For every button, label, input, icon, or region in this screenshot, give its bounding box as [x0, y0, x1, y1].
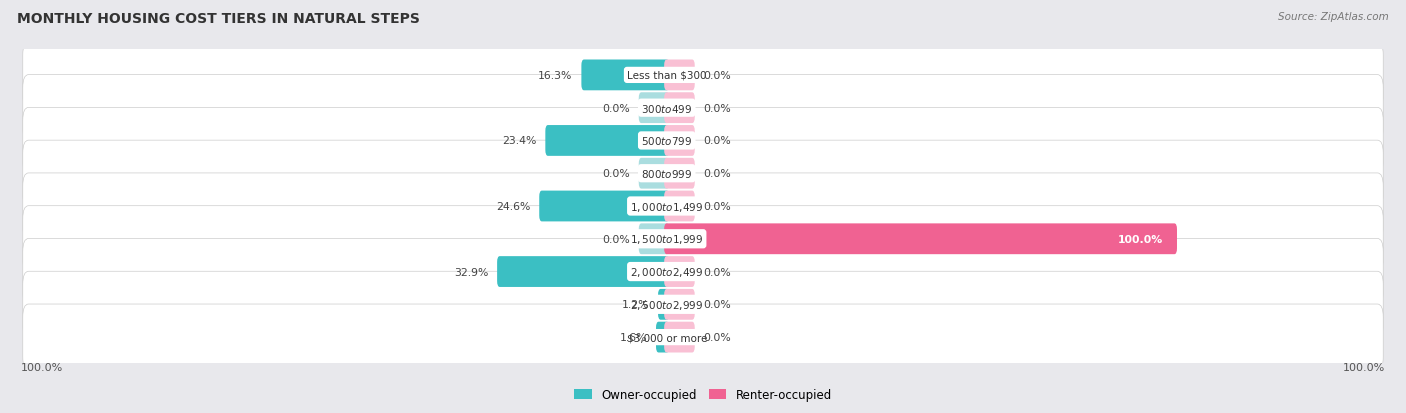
Text: 23.4%: 23.4%: [502, 136, 536, 146]
Text: $2,500 to $2,999: $2,500 to $2,999: [630, 298, 703, 311]
FancyBboxPatch shape: [22, 141, 1384, 207]
Text: 0.0%: 0.0%: [704, 136, 731, 146]
Text: 1.6%: 1.6%: [620, 332, 647, 342]
Text: 0.0%: 0.0%: [704, 103, 731, 114]
Text: 32.9%: 32.9%: [454, 267, 488, 277]
FancyBboxPatch shape: [498, 256, 669, 287]
FancyBboxPatch shape: [664, 289, 695, 320]
Text: $800 to $999: $800 to $999: [641, 168, 692, 180]
FancyBboxPatch shape: [638, 224, 669, 254]
FancyBboxPatch shape: [22, 304, 1384, 370]
FancyBboxPatch shape: [22, 173, 1384, 240]
Text: $1,500 to $1,999: $1,500 to $1,999: [630, 233, 703, 246]
FancyBboxPatch shape: [664, 93, 695, 124]
FancyBboxPatch shape: [664, 60, 695, 91]
FancyBboxPatch shape: [638, 93, 669, 124]
FancyBboxPatch shape: [582, 60, 669, 91]
FancyBboxPatch shape: [664, 159, 695, 189]
Text: 24.6%: 24.6%: [496, 202, 530, 211]
Text: 0.0%: 0.0%: [704, 299, 731, 310]
Text: 100.0%: 100.0%: [21, 362, 63, 372]
Text: Less than $300: Less than $300: [627, 71, 706, 81]
Text: 16.3%: 16.3%: [538, 71, 572, 81]
Text: 1.2%: 1.2%: [621, 299, 650, 310]
Legend: Owner-occupied, Renter-occupied: Owner-occupied, Renter-occupied: [574, 389, 832, 401]
Text: $300 to $499: $300 to $499: [641, 102, 692, 114]
Text: 0.0%: 0.0%: [602, 169, 630, 179]
FancyBboxPatch shape: [546, 126, 669, 157]
FancyBboxPatch shape: [657, 322, 669, 353]
Text: $2,000 to $2,499: $2,000 to $2,499: [630, 266, 703, 278]
Text: 0.0%: 0.0%: [704, 169, 731, 179]
Text: 0.0%: 0.0%: [704, 202, 731, 211]
FancyBboxPatch shape: [22, 206, 1384, 272]
FancyBboxPatch shape: [664, 256, 695, 287]
FancyBboxPatch shape: [540, 191, 669, 222]
FancyBboxPatch shape: [22, 239, 1384, 305]
FancyBboxPatch shape: [22, 108, 1384, 174]
FancyBboxPatch shape: [22, 76, 1384, 141]
Text: $500 to $799: $500 to $799: [641, 135, 692, 147]
FancyBboxPatch shape: [664, 322, 695, 353]
Text: Source: ZipAtlas.com: Source: ZipAtlas.com: [1278, 12, 1389, 22]
Text: 100.0%: 100.0%: [1118, 234, 1163, 244]
Text: 0.0%: 0.0%: [704, 332, 731, 342]
Text: MONTHLY HOUSING COST TIERS IN NATURAL STEPS: MONTHLY HOUSING COST TIERS IN NATURAL ST…: [17, 12, 420, 26]
FancyBboxPatch shape: [638, 159, 669, 189]
Text: 100.0%: 100.0%: [1343, 362, 1385, 372]
Text: $1,000 to $1,499: $1,000 to $1,499: [630, 200, 703, 213]
Text: 0.0%: 0.0%: [704, 267, 731, 277]
FancyBboxPatch shape: [22, 272, 1384, 337]
Text: 0.0%: 0.0%: [602, 234, 630, 244]
FancyBboxPatch shape: [664, 191, 695, 222]
FancyBboxPatch shape: [658, 289, 669, 320]
FancyBboxPatch shape: [664, 224, 1177, 254]
Text: 0.0%: 0.0%: [704, 71, 731, 81]
Text: 0.0%: 0.0%: [602, 103, 630, 114]
FancyBboxPatch shape: [22, 43, 1384, 109]
Text: $3,000 or more: $3,000 or more: [627, 332, 707, 342]
FancyBboxPatch shape: [664, 126, 695, 157]
